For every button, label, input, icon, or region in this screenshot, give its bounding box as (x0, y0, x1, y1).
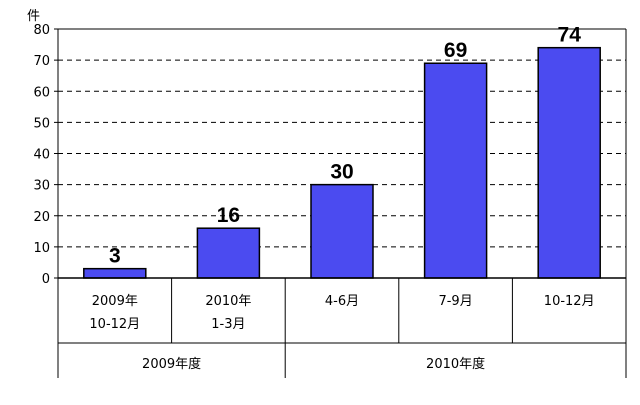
category-label: 2009年 (92, 294, 138, 309)
category-label: 2010年 (205, 294, 251, 309)
category-label: 4-6月 (325, 294, 359, 309)
bar (83, 267, 147, 279)
y-axis: 0 10 20 30 40 50 60 70 80 (33, 23, 627, 287)
y-tick-label: 80 (33, 23, 50, 38)
data-label: 74 (558, 24, 582, 47)
data-label: 16 (217, 204, 240, 227)
x-axis (57, 277, 627, 378)
category-label: 1-3月 (211, 317, 245, 332)
category-label: 10-12月 (89, 317, 140, 332)
data-labels: 3 16 30 69 74 (109, 24, 581, 268)
bar (423, 62, 488, 279)
y-tick-label: 10 (33, 241, 50, 256)
group-labels: 2009年度 2010年度 (142, 356, 485, 372)
y-tick-label: 60 (33, 85, 50, 100)
category-label: 10-12月 (544, 294, 595, 309)
bar (196, 227, 261, 279)
group-label: 2010年度 (426, 356, 485, 372)
group-label: 2009年度 (142, 356, 201, 372)
category-labels: 2009年 10-12月 2010年 1-3月 4-6月 7-9月 10-12月 (89, 294, 594, 332)
data-label: 30 (330, 161, 353, 184)
y-tick-label: 50 (33, 116, 50, 131)
category-label: 7-9月 (438, 294, 472, 309)
y-axis-unit: 件 (27, 9, 40, 24)
data-label: 3 (109, 245, 121, 268)
y-tick-label: 30 (33, 179, 50, 194)
bar (310, 183, 374, 279)
data-label: 69 (444, 39, 467, 62)
y-tick-label: 40 (33, 148, 50, 163)
bars (83, 46, 601, 279)
y-tick-label: 20 (33, 210, 50, 225)
bar (537, 46, 601, 279)
y-tick-label: 0 (42, 272, 50, 287)
y-tick-label: 70 (33, 54, 50, 69)
